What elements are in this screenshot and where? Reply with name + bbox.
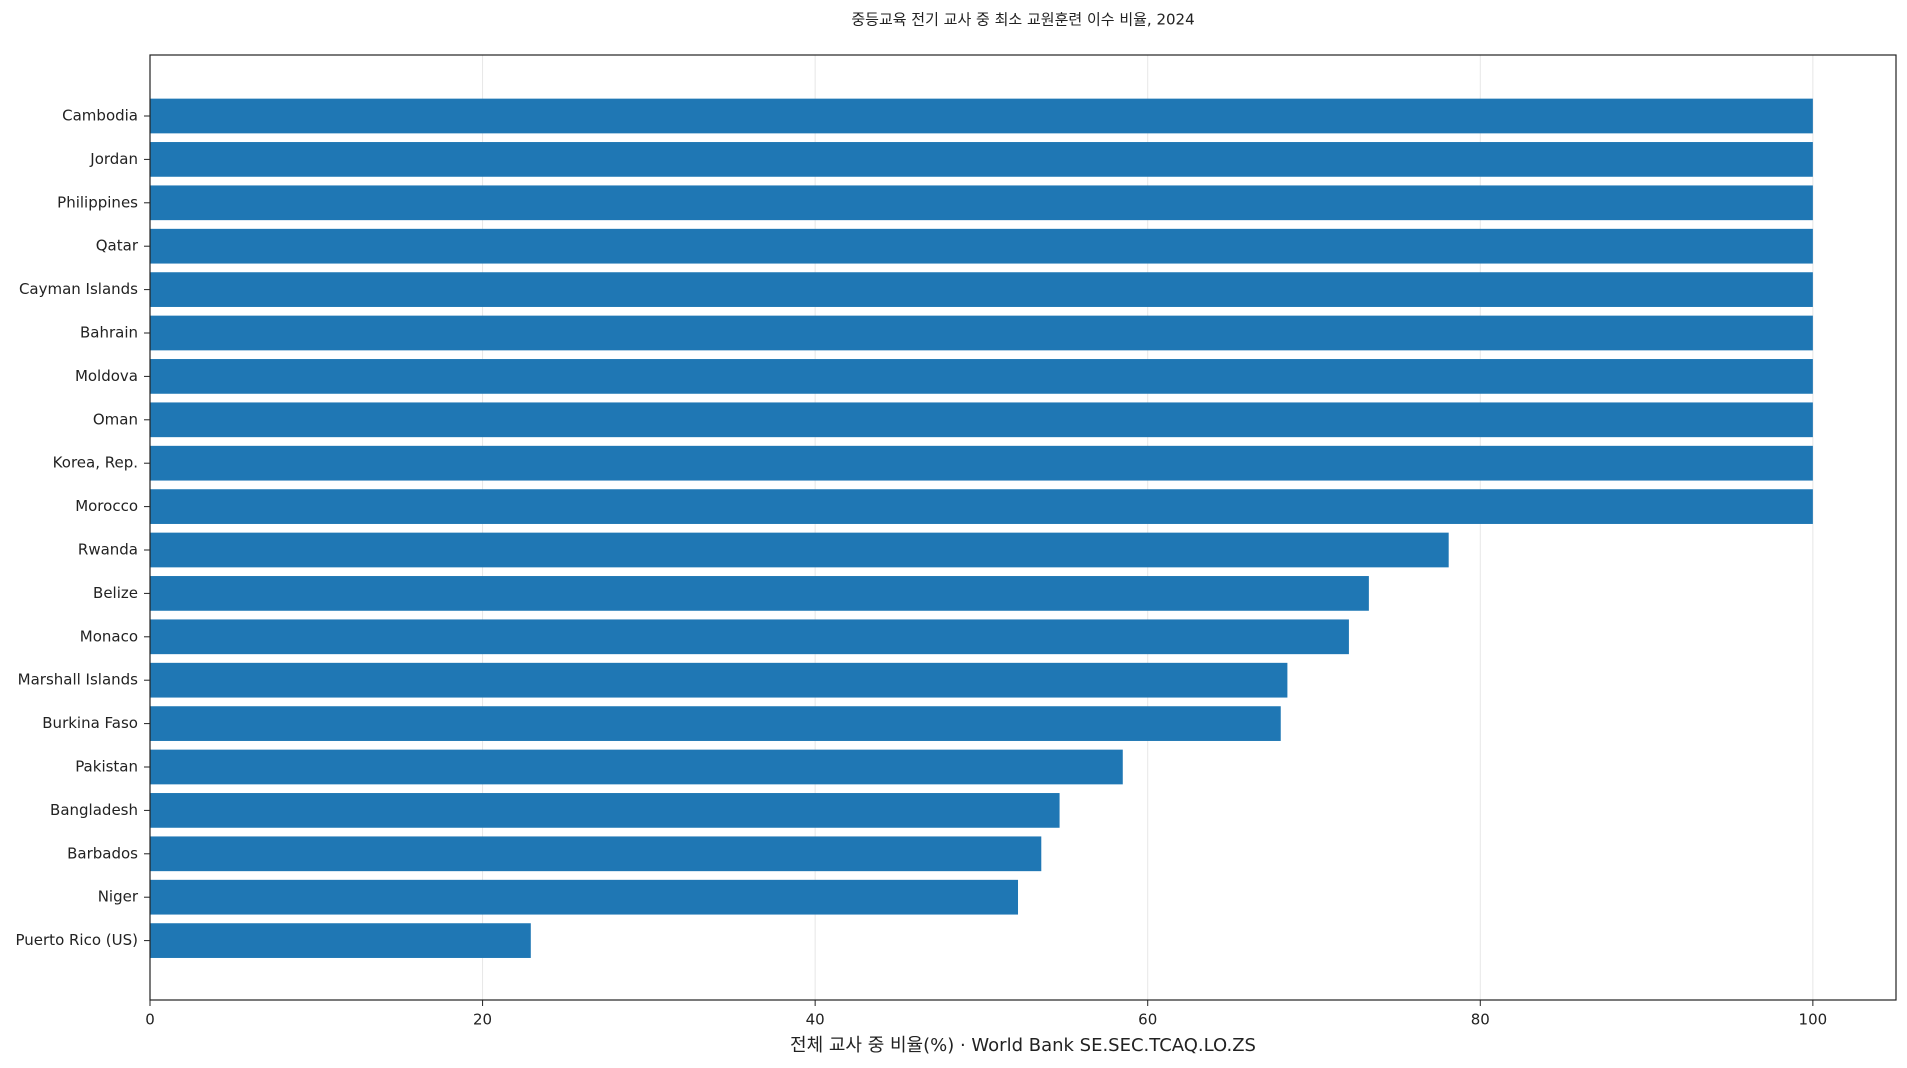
- bar: [150, 272, 1813, 307]
- x-axis-label: 전체 교사 중 비율(%) · World Bank SE.SEC.TCAQ.L…: [790, 1035, 1256, 1056]
- bar: [150, 98, 1813, 134]
- bar: [150, 576, 1369, 611]
- bar: [150, 836, 1042, 872]
- bar: [150, 532, 1449, 568]
- x-tick-label: 40: [806, 1011, 825, 1029]
- bar: [150, 749, 1123, 785]
- bar: [150, 793, 1060, 828]
- bar: [150, 923, 531, 958]
- bar: [150, 619, 1349, 655]
- x-tick-label: 60: [1138, 1011, 1157, 1029]
- bar: [150, 662, 1288, 698]
- y-tick-label: Belize: [93, 584, 138, 602]
- bar: [150, 445, 1813, 481]
- chart-title: 중등교육 전기 교사 중 최소 교원훈련 이수 비율, 2024: [851, 11, 1194, 29]
- y-tick-label: Korea, Rep.: [53, 454, 138, 472]
- bar: [150, 489, 1813, 524]
- bar: [150, 879, 1019, 915]
- bars: [150, 98, 1813, 958]
- y-tick-label: Philippines: [57, 193, 138, 211]
- y-tick-label: Moldova: [75, 367, 138, 385]
- x-tick-label: 80: [1471, 1011, 1490, 1029]
- y-tick-label: Monaco: [80, 627, 138, 645]
- bar: [150, 706, 1281, 741]
- y-tick-label: Bahrain: [80, 324, 138, 342]
- x-tick-label: 0: [145, 1011, 155, 1029]
- y-tick-label: Cayman Islands: [19, 280, 138, 298]
- y-tick-label: Oman: [93, 410, 138, 428]
- plot-frame: [149, 54, 1897, 1001]
- bar: [150, 142, 1813, 177]
- y-tick-label: Jordan: [89, 150, 138, 168]
- y-tick-label: Pakistan: [75, 758, 138, 776]
- y-tick-label: Rwanda: [78, 541, 138, 559]
- x-tick-label: 20: [473, 1011, 492, 1029]
- y-tick-label: Marshall Islands: [18, 671, 139, 689]
- y-tick-label: Qatar: [96, 237, 139, 255]
- y-tick-label: Barbados: [67, 844, 138, 862]
- bar: [150, 315, 1813, 351]
- y-tick-label: Morocco: [75, 497, 138, 515]
- bar: [150, 185, 1813, 221]
- bar: [150, 228, 1813, 264]
- y-tick-label: Puerto Rico (US): [16, 931, 139, 949]
- y-tick-label: Niger: [98, 888, 139, 906]
- y-tick-label: Bangladesh: [50, 801, 138, 819]
- y-tick-label: Burkina Faso: [42, 714, 138, 732]
- y-tick-label: Cambodia: [62, 107, 138, 125]
- bar: [150, 402, 1813, 438]
- x-tick-label: 100: [1799, 1011, 1828, 1029]
- bar: [150, 359, 1813, 394]
